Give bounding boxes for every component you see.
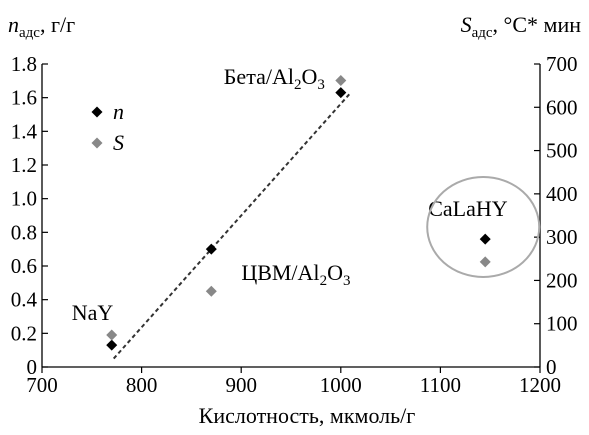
y-right-tick-label: 0 bbox=[546, 355, 557, 379]
y-right-tick-label: 700 bbox=[546, 52, 578, 76]
axis-ticks: 700 800 900 1000 1100 120000.20.40.60.81.01.2… bbox=[11, 52, 578, 397]
y-right-axis-title: Sадс, °С* мин bbox=[461, 12, 582, 41]
y-left-tick-label: 0 bbox=[27, 355, 38, 379]
y-left-axis-title: nадс, г/г bbox=[8, 12, 75, 41]
x-tick-label: 1100 bbox=[420, 373, 461, 397]
axes bbox=[41, 64, 541, 368]
y-left-tick-label: 0.8 bbox=[11, 220, 37, 244]
annotation-label: CaLaHY bbox=[428, 196, 508, 221]
y-right-tick-label: 600 bbox=[546, 95, 578, 119]
x-tick-label: 900 bbox=[225, 373, 257, 397]
data-point-S bbox=[335, 74, 347, 86]
y-left-tick-label: 0.4 bbox=[11, 288, 38, 312]
legend-marker-S bbox=[91, 137, 103, 149]
y-left-tick-label: 1.2 bbox=[11, 153, 37, 177]
data-point-S bbox=[205, 285, 217, 297]
data-point-n bbox=[106, 339, 118, 351]
annotation-label: ЦВМ/Al2O3 bbox=[241, 260, 350, 289]
legend: nS bbox=[91, 99, 124, 155]
y-left-tick-label: 1.6 bbox=[11, 86, 37, 110]
y-right-tick-label: 400 bbox=[546, 182, 578, 206]
highlight-circle bbox=[426, 176, 541, 278]
legend-label-n: n bbox=[113, 99, 124, 124]
y-left-tick-label: 0.2 bbox=[11, 321, 37, 345]
y-right-tick-label: 500 bbox=[546, 139, 578, 163]
y-left-tick-label: 1.8 bbox=[11, 52, 37, 76]
y-left-tick-label: 0.6 bbox=[11, 254, 37, 278]
annotation-label: NaY bbox=[72, 300, 114, 325]
data-point-S bbox=[106, 329, 118, 341]
y-right-tick-label: 100 bbox=[546, 312, 578, 336]
data-point-S bbox=[479, 256, 491, 268]
x-tick-label: 1200 bbox=[519, 373, 561, 397]
data-point-n bbox=[205, 243, 217, 255]
annotation-label: Бета/Al2O3 bbox=[224, 64, 325, 93]
x-tick-label: 800 bbox=[126, 373, 158, 397]
annotations: NaY ЦВМ/Al2O3 Бета/Al2O3 CaLaHY bbox=[72, 64, 541, 325]
x-tick-label: 1000 bbox=[320, 373, 362, 397]
trendline-group bbox=[112, 91, 352, 360]
y-right-tick-label: 300 bbox=[546, 225, 578, 249]
data-point-n bbox=[479, 233, 491, 245]
x-axis-title: Кислотность, мкмоль/г bbox=[199, 403, 416, 428]
legend-label-S: S bbox=[113, 130, 124, 155]
y-left-tick-label: 1.4 bbox=[11, 119, 38, 143]
legend-marker-n bbox=[91, 106, 103, 118]
data-points bbox=[106, 74, 491, 351]
trendline bbox=[112, 91, 352, 360]
x-tick-label: 700 bbox=[26, 373, 58, 397]
y-right-tick-label: 200 bbox=[546, 268, 578, 292]
data-point-n bbox=[335, 87, 347, 99]
y-left-tick-label: 1.0 bbox=[11, 187, 37, 211]
